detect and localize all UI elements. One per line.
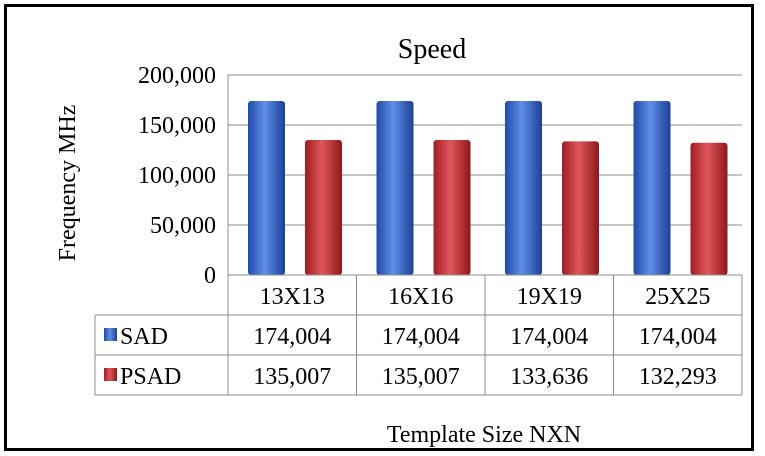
legend-swatch-sad bbox=[104, 328, 117, 341]
y-tick-label: 200,000 bbox=[138, 63, 216, 89]
bar-psad-16x16 bbox=[433, 139, 471, 275]
y-tick-label: 0 bbox=[204, 263, 216, 289]
bar-sad-13x13 bbox=[248, 100, 285, 275]
y-tick-label: 100,000 bbox=[138, 163, 216, 189]
bar-psad-13x13 bbox=[305, 139, 342, 275]
data-label: 174,004 bbox=[382, 324, 460, 350]
data-label: 133,636 bbox=[510, 364, 588, 390]
bar-psad-19x19 bbox=[562, 141, 599, 275]
bar-sad-16x16 bbox=[376, 100, 414, 275]
y-axis-label: Frequency MHz bbox=[55, 105, 81, 262]
legend-label-psad: PSAD bbox=[120, 364, 181, 390]
data-label: 132,293 bbox=[639, 364, 717, 390]
y-tick-label: 50,000 bbox=[150, 213, 216, 239]
bar-sad-19x19 bbox=[505, 100, 542, 275]
x-tick-label: 13X13 bbox=[260, 284, 325, 310]
x-tick-label: 25X25 bbox=[645, 284, 710, 310]
x-axis-label: Template Size NXN bbox=[387, 422, 581, 448]
bar-psad-25x25 bbox=[690, 142, 728, 275]
data-label: 174,004 bbox=[639, 324, 717, 350]
data-label: 174,004 bbox=[253, 324, 331, 350]
legend-swatch-psad bbox=[104, 368, 117, 381]
data-label: 135,007 bbox=[382, 364, 460, 390]
chart-title: Speed bbox=[398, 34, 466, 65]
y-axis-ticks: 0 50,000 100,000 150,000 200,000 bbox=[138, 63, 216, 289]
data-label: 174,004 bbox=[510, 324, 588, 350]
legend-label-sad: SAD bbox=[120, 324, 168, 350]
x-tick-label: 16X16 bbox=[388, 284, 453, 310]
x-tick-label: 19X19 bbox=[517, 284, 582, 310]
bar-sad-25x25 bbox=[633, 100, 671, 275]
y-tick-label: 150,000 bbox=[138, 113, 216, 139]
data-label: 135,007 bbox=[253, 364, 331, 390]
data-table: 13X13 16X16 19X19 25X25 SAD 174,004 174,004 174… bbox=[94, 274, 743, 396]
bars bbox=[248, 100, 728, 275]
